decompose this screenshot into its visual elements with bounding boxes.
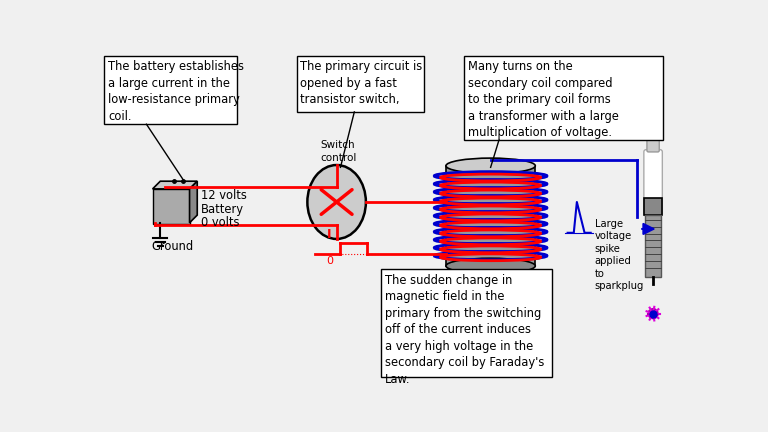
FancyBboxPatch shape (644, 198, 662, 215)
FancyBboxPatch shape (645, 215, 660, 276)
FancyBboxPatch shape (153, 189, 190, 223)
Text: Battery: Battery (201, 203, 244, 216)
Text: I: I (326, 228, 331, 241)
Text: 12 volts: 12 volts (201, 188, 247, 202)
FancyBboxPatch shape (104, 57, 237, 124)
Text: Many turns on the
secondary coil compared
to the primary coil forms
a transforme: Many turns on the secondary coil compare… (468, 60, 619, 139)
FancyBboxPatch shape (647, 137, 659, 152)
Text: Switch
control: Switch control (320, 140, 356, 163)
Polygon shape (153, 181, 197, 189)
Ellipse shape (446, 158, 535, 174)
FancyBboxPatch shape (644, 149, 662, 216)
FancyBboxPatch shape (446, 166, 535, 266)
Polygon shape (190, 181, 197, 223)
Ellipse shape (446, 258, 535, 273)
Ellipse shape (307, 165, 366, 239)
Text: 0: 0 (326, 256, 333, 266)
FancyBboxPatch shape (296, 57, 424, 112)
Text: Ground: Ground (151, 241, 194, 254)
Text: The primary circuit is
opened by a fast
transistor switch,: The primary circuit is opened by a fast … (300, 60, 422, 106)
Text: 0 volts: 0 volts (201, 216, 240, 229)
Text: Large
voltage
spike
applied
to
sparkplug: Large voltage spike applied to sparkplug (594, 219, 644, 291)
Text: The battery establishes
a large current in the
low-resistance primary
coil.: The battery establishes a large current … (108, 60, 244, 123)
FancyBboxPatch shape (465, 57, 663, 140)
Text: The sudden change in
magnetic field in the
primary from the switching
off of the: The sudden change in magnetic field in t… (385, 273, 545, 386)
FancyBboxPatch shape (381, 269, 552, 377)
